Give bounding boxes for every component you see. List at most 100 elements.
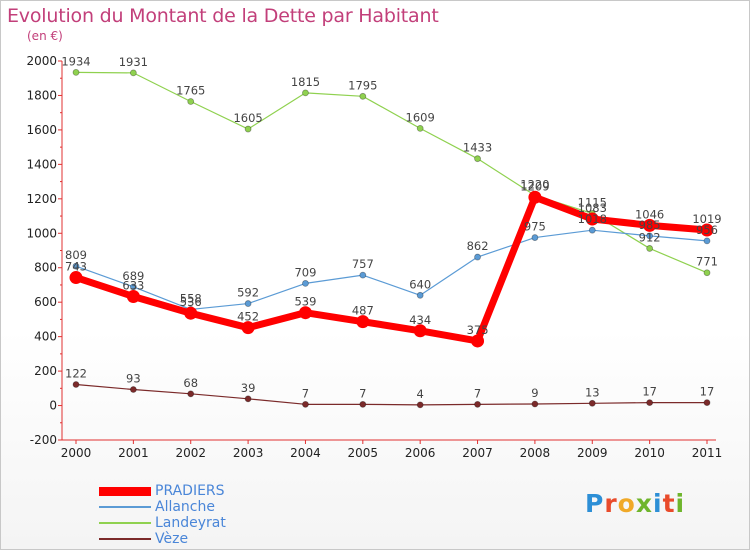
data-label: 452 (237, 310, 259, 324)
x-tick-label: 2006 (405, 446, 436, 460)
data-label: 434 (409, 313, 431, 327)
data-label: 592 (237, 286, 259, 300)
legend-swatch (99, 486, 151, 496)
data-point (359, 271, 367, 279)
data-point (646, 399, 654, 407)
data-label: 558 (180, 291, 202, 305)
x-tick-label: 2001 (118, 446, 149, 460)
legend-swatch (99, 538, 151, 540)
data-point (416, 124, 424, 132)
data-label: 771 (696, 255, 718, 269)
x-tick-label: 2005 (348, 446, 379, 460)
data-point (703, 237, 711, 245)
data-label: 912 (639, 230, 661, 244)
data-point (703, 269, 711, 277)
data-label: 13 (585, 385, 600, 399)
data-label: 975 (524, 220, 546, 234)
data-point (588, 226, 596, 234)
legend-label: PRADIERS (155, 483, 225, 499)
x-tick-label: 2010 (634, 446, 665, 460)
data-point (643, 218, 657, 232)
x-tick-label: 2004 (290, 446, 321, 460)
data-point (187, 98, 195, 105)
logo-letter: i (653, 489, 663, 518)
data-label: 7 (302, 386, 309, 400)
series-pradiers (69, 190, 714, 348)
x-tick-label: 2007 (462, 446, 493, 460)
data-point (187, 390, 195, 398)
chart-title: Evolution du Montant de la Dette par Hab… (7, 5, 439, 27)
data-label: 7 (474, 386, 481, 400)
data-point (359, 92, 367, 100)
legend-label: Allanche (155, 499, 215, 515)
data-label: 122 (65, 367, 87, 381)
data-label: 757 (352, 257, 374, 271)
data-label: 539 (294, 295, 316, 309)
data-point (72, 262, 80, 270)
data-label: 536 (180, 295, 202, 309)
data-point (302, 400, 309, 408)
data-label: 1815 (291, 75, 320, 89)
data-point (302, 89, 309, 97)
data-label: 862 (467, 239, 489, 253)
data-labels-layer: 743 633 536 452 539 487 434 375 1209 1083 1046 1019… (61, 54, 721, 400)
y-tick-label: 200 (34, 364, 57, 378)
data-point (471, 334, 485, 348)
data-point (646, 245, 654, 252)
y-tick-label: 400 (34, 330, 57, 344)
data-point (72, 381, 80, 388)
data-point (531, 234, 539, 241)
series-line (75, 71, 708, 274)
data-point (126, 289, 140, 303)
y-tick-label: 1400 (26, 157, 57, 171)
y-tick-label: 1600 (26, 123, 57, 137)
data-label: 1220 (520, 177, 549, 191)
data-label: 809 (65, 248, 87, 262)
data-label: 633 (122, 278, 144, 292)
data-label: 93 (126, 372, 141, 386)
data-point (416, 401, 424, 409)
data-point (700, 223, 714, 237)
logo-letter: o (617, 489, 636, 518)
data-label: 1115 (578, 195, 607, 209)
data-label: 985 (639, 218, 661, 232)
data-point (184, 306, 198, 320)
data-label: 17 (642, 385, 657, 399)
data-point (474, 253, 481, 261)
data-label: 640 (409, 277, 431, 291)
series-line (75, 229, 708, 311)
y-tick-label: -200 (30, 433, 57, 447)
x-tick-label: 2008 (520, 446, 551, 460)
y-tick-label: 0 (49, 399, 57, 413)
data-label: 709 (294, 265, 316, 279)
data-label: 1046 (635, 207, 664, 221)
y-tick-label: 2000 (26, 54, 57, 68)
data-point (129, 69, 137, 77)
data-label: 4 (417, 387, 424, 401)
data-label: 1765 (176, 83, 205, 97)
series-layer (69, 68, 714, 409)
data-label: 1795 (348, 78, 377, 92)
data-point (244, 300, 252, 307)
data-label: 1083 (578, 201, 607, 215)
x-tick-label: 2009 (577, 446, 608, 460)
data-point (585, 212, 599, 226)
series-landeyrat (72, 68, 711, 277)
data-point (129, 283, 137, 291)
data-label: 375 (467, 323, 489, 337)
data-label: 956 (696, 223, 718, 237)
y-tick-label: 600 (34, 295, 57, 309)
legend-label: Landeyrat (155, 515, 226, 531)
data-point (241, 321, 255, 335)
data-point (474, 400, 481, 408)
axes: -200 0 200 400 600 800 1000 1200 1400 1600 1800 200… (26, 54, 722, 460)
logo-letter: r (604, 489, 618, 518)
logo-letter: t (662, 489, 676, 518)
data-point (646, 232, 654, 240)
y-tick-label: 1000 (26, 226, 57, 240)
data-label: 39 (241, 381, 256, 395)
series-allanche (72, 226, 711, 313)
data-label: 1934 (61, 54, 90, 68)
data-point (244, 125, 252, 133)
